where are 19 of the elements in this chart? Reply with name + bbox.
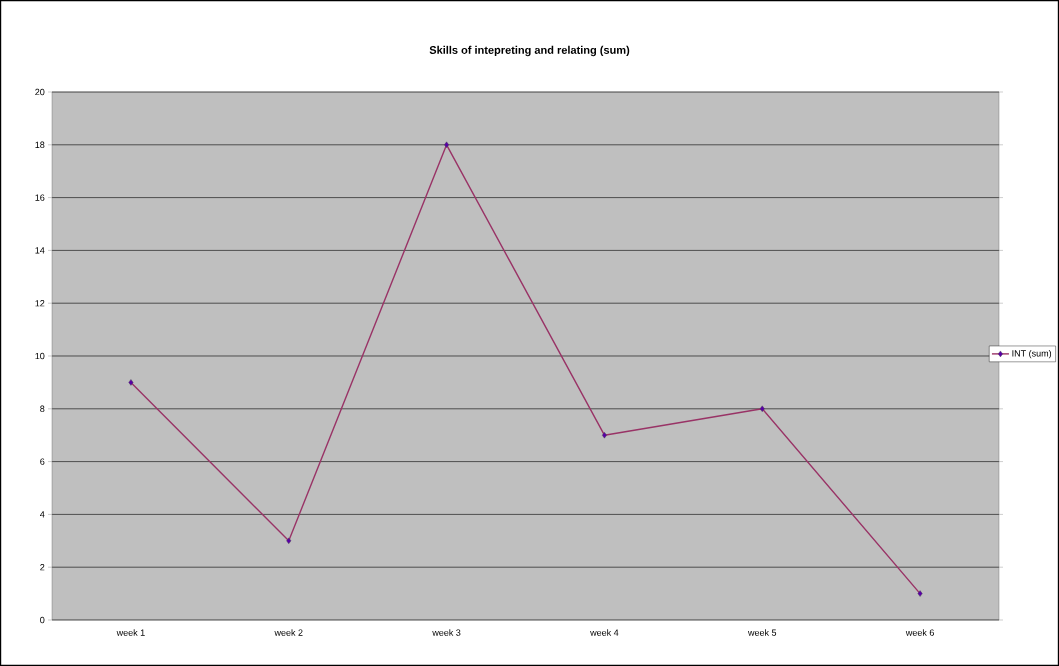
- y-tick-label: 2: [40, 564, 45, 571]
- x-tick-label: week 1: [116, 629, 145, 636]
- y-tick-label: 10: [35, 352, 45, 360]
- y-tick-label: 8: [40, 405, 45, 412]
- x-tick-label: week 6: [905, 629, 934, 636]
- chart-title: Skills of intepreting and relating (sum): [429, 45, 630, 57]
- y-tick-label: 12: [35, 300, 45, 307]
- y-tick-label: 6: [40, 458, 45, 465]
- x-tick-label: week 4: [590, 629, 619, 636]
- x-tick-label: week 5: [747, 629, 777, 636]
- y-tick-label: 20: [35, 88, 45, 96]
- y-tick-label: 18: [35, 141, 45, 148]
- y-tick-label: 14: [35, 247, 45, 254]
- x-tick-label: week 2: [274, 629, 303, 636]
- y-tick-label: 4: [40, 511, 45, 518]
- y-tick-label: 0: [40, 616, 45, 624]
- y-tick-label: 16: [35, 194, 45, 201]
- x-tick-label: week 3: [432, 629, 461, 636]
- legend-label: INT (sum): [1012, 349, 1052, 359]
